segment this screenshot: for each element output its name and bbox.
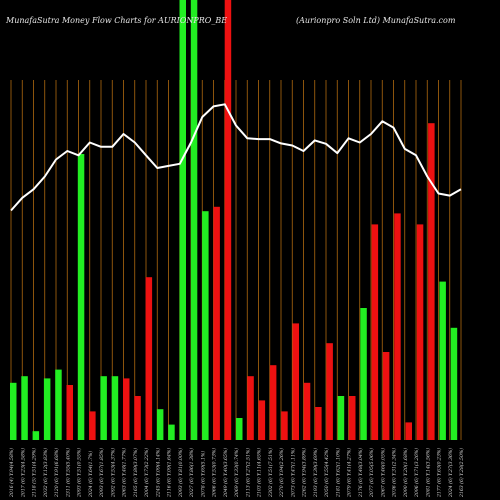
x-tick-label: 2024 (6) Y.64(1.7%): [87, 451, 94, 498]
flow-bar: [202, 211, 209, 440]
x-tick-label: 2093 (6) Y.81(0.00%): [177, 448, 184, 498]
flow-bar: [213, 206, 220, 440]
x-tick-label: 2311 (6) Y.55(5.40%): [64, 448, 71, 498]
flow-bar: [326, 343, 333, 440]
flow-bar: [349, 396, 356, 440]
flow-bar: [360, 308, 367, 440]
money-flow-line: [10, 103, 462, 212]
flow-bar: [337, 396, 345, 440]
x-tick-label: 2078 (6) Y.69(5.1%): [199, 451, 206, 498]
flow-bar: [247, 376, 254, 440]
flow-bar: [134, 396, 141, 440]
x-tick-label: 2270 (6) Y.94(2.26%): [278, 448, 285, 498]
x-tick-label: 2176 (6) Y.48(3.04%): [357, 448, 364, 498]
x-tick-label: 2093 (6) Y.67(1.85%): [98, 448, 105, 498]
x-tick-label: 2181 (6) Y.62(1.10%): [334, 448, 341, 498]
flow-bar: [32, 431, 40, 440]
flow-bar: [43, 378, 51, 440]
flow-bar: [405, 422, 412, 440]
x-tick-label: 2032 (6) Y.12(3.83%): [42, 448, 49, 498]
x-tick-label: 2073 (6) Y.47(1.11%): [289, 448, 296, 498]
flow-bar: [89, 411, 96, 440]
chart-subtitle: (Aurionpro Soln Ltd) MunafaSutra.com: [296, 16, 456, 25]
flow-bar: [236, 418, 243, 440]
x-tick-label: 2092 (6) Y.53(4.37%): [109, 448, 116, 498]
x-tick-label: 2016 (4) Y.94(4.58%): [8, 448, 15, 498]
flow-bar: [428, 123, 435, 440]
x-tick-label: 2113 (6) Y.27(2.51%): [244, 448, 251, 498]
x-tick-label: 2120 (6) Y.91(6.68%): [53, 448, 60, 498]
x-tick-label: 2077 (6) Y.05(5.06%): [368, 448, 375, 498]
x-tick-label: 2245 (6) Y.09(4.14%): [154, 448, 161, 498]
flow-bar: [168, 424, 175, 440]
x-tick-label: 2004 (6) Y.73(2.22%): [143, 448, 150, 498]
x-tick-label: 2163 (6) Y.28(2.50%): [458, 448, 465, 498]
x-tick-label: 2093 (6) Y.51(0.55%): [76, 448, 83, 498]
flow-bar: [315, 407, 322, 440]
x-tick-label: 2116 (6) Y.09(1.64%): [166, 448, 173, 498]
x-tick-label: 2079 (6) Y.41(4.27%): [346, 448, 353, 498]
flow-bar: [55, 369, 62, 440]
flow-bar: [145, 277, 153, 440]
flow-bar: [190, 0, 198, 440]
x-tick-label: 2066 (6) Y.53(0.73%): [211, 448, 218, 498]
x-tick-label: 2069 (6) Y.33(0.74%): [233, 448, 240, 498]
x-tick-label: 2103 (6) Y.11(4.65%): [256, 448, 263, 498]
x-tick-label: 2027 (6) Y.86(1.38%): [188, 448, 195, 498]
x-tick-label: 2193 (6) Y.39(3.69%): [312, 448, 319, 498]
flow-bar: [439, 281, 446, 440]
flow-bar: [21, 376, 28, 440]
chart-title: MunafaSutra Money Flow Charts for AURION…: [6, 16, 228, 25]
x-tick-label: 2302 (6) Y.51(7.51%): [267, 448, 274, 498]
flow-bar: [450, 327, 458, 440]
flow-bar: [123, 378, 130, 440]
x-tick-label: 2017 (6) Y.23(4.58%): [19, 448, 26, 498]
flow-bar: [371, 224, 379, 440]
x-tick-label: 2177 (6) Y.63(0.23%): [436, 448, 443, 498]
flow-bar: [292, 323, 299, 440]
flow-bar: [281, 411, 288, 440]
x-tick-label: 2036 (6) Y.31(2.34%): [391, 448, 398, 498]
flow-bar: [100, 376, 107, 440]
x-tick-label: 2049 (6) Y.40(3.65%): [222, 448, 229, 498]
x-tick-label: 2118 (5) Y.51(4.29%): [31, 448, 38, 498]
x-tick-label: 2067 (6) Y.46(0.05%): [379, 448, 386, 498]
x-tick-label: 2165 (6) Y.89(3.07%): [132, 448, 139, 498]
flow-bar: [179, 0, 186, 440]
x-tick-label: 2050 (6) Y.55(4.42%): [323, 448, 330, 498]
flow-bar: [111, 376, 119, 440]
x-tick-label: 2024 (6) Y.27(3.36%): [447, 448, 454, 498]
flow-bar: [66, 385, 73, 440]
flow-bar: [77, 154, 85, 440]
flow-bar: [382, 352, 390, 440]
flow-bar: [416, 224, 424, 440]
x-tick-label: 2063 (6) Y.48(1.77%): [121, 448, 128, 498]
flow-bar: [156, 409, 164, 440]
x-tick-label: 2096 (6) Y.71(3.26%): [413, 448, 420, 498]
flow-bar: [224, 0, 232, 440]
flow-bar: [258, 400, 266, 440]
flow-bar: [269, 365, 277, 440]
flow-bar: [303, 382, 311, 440]
x-tick-label: 2262 (6) Y.94(3.89%): [301, 448, 308, 498]
flow-bar: [10, 382, 17, 440]
x-tick-label: 2090 (6) Y.20(1.68%): [402, 448, 409, 498]
flow-bar: [394, 213, 401, 440]
x-tick-label: 2081 (6) Y.14(3.56%): [424, 448, 431, 498]
